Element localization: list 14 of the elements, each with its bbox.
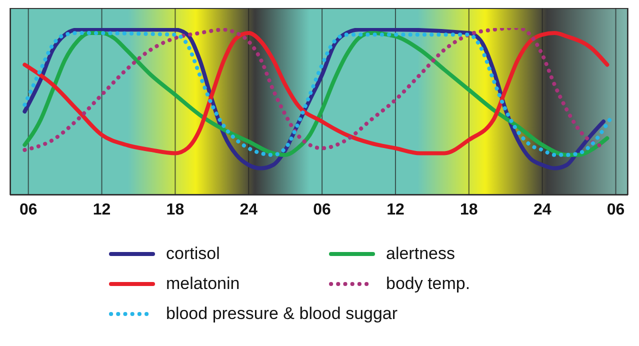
legend-label: cortisol (166, 244, 220, 264)
x-tick-label: 18 (166, 201, 184, 218)
x-tick-label: 24 (240, 201, 258, 218)
legend-label: body temp. (386, 274, 470, 294)
x-tick-label: 06 (19, 201, 38, 218)
legend-label: melatonin (166, 274, 240, 294)
x-tick-label: 24 (533, 201, 552, 218)
legend-label: blood pressure & blood suggar (166, 304, 398, 324)
legend-label: alertness (386, 244, 455, 264)
x-tick-label: 12 (92, 201, 111, 218)
x-tick-label: 06 (606, 201, 625, 218)
x-tick-label: 18 (460, 201, 478, 218)
x-tick-label: 06 (313, 201, 332, 218)
x-tick-label: 12 (386, 201, 404, 218)
